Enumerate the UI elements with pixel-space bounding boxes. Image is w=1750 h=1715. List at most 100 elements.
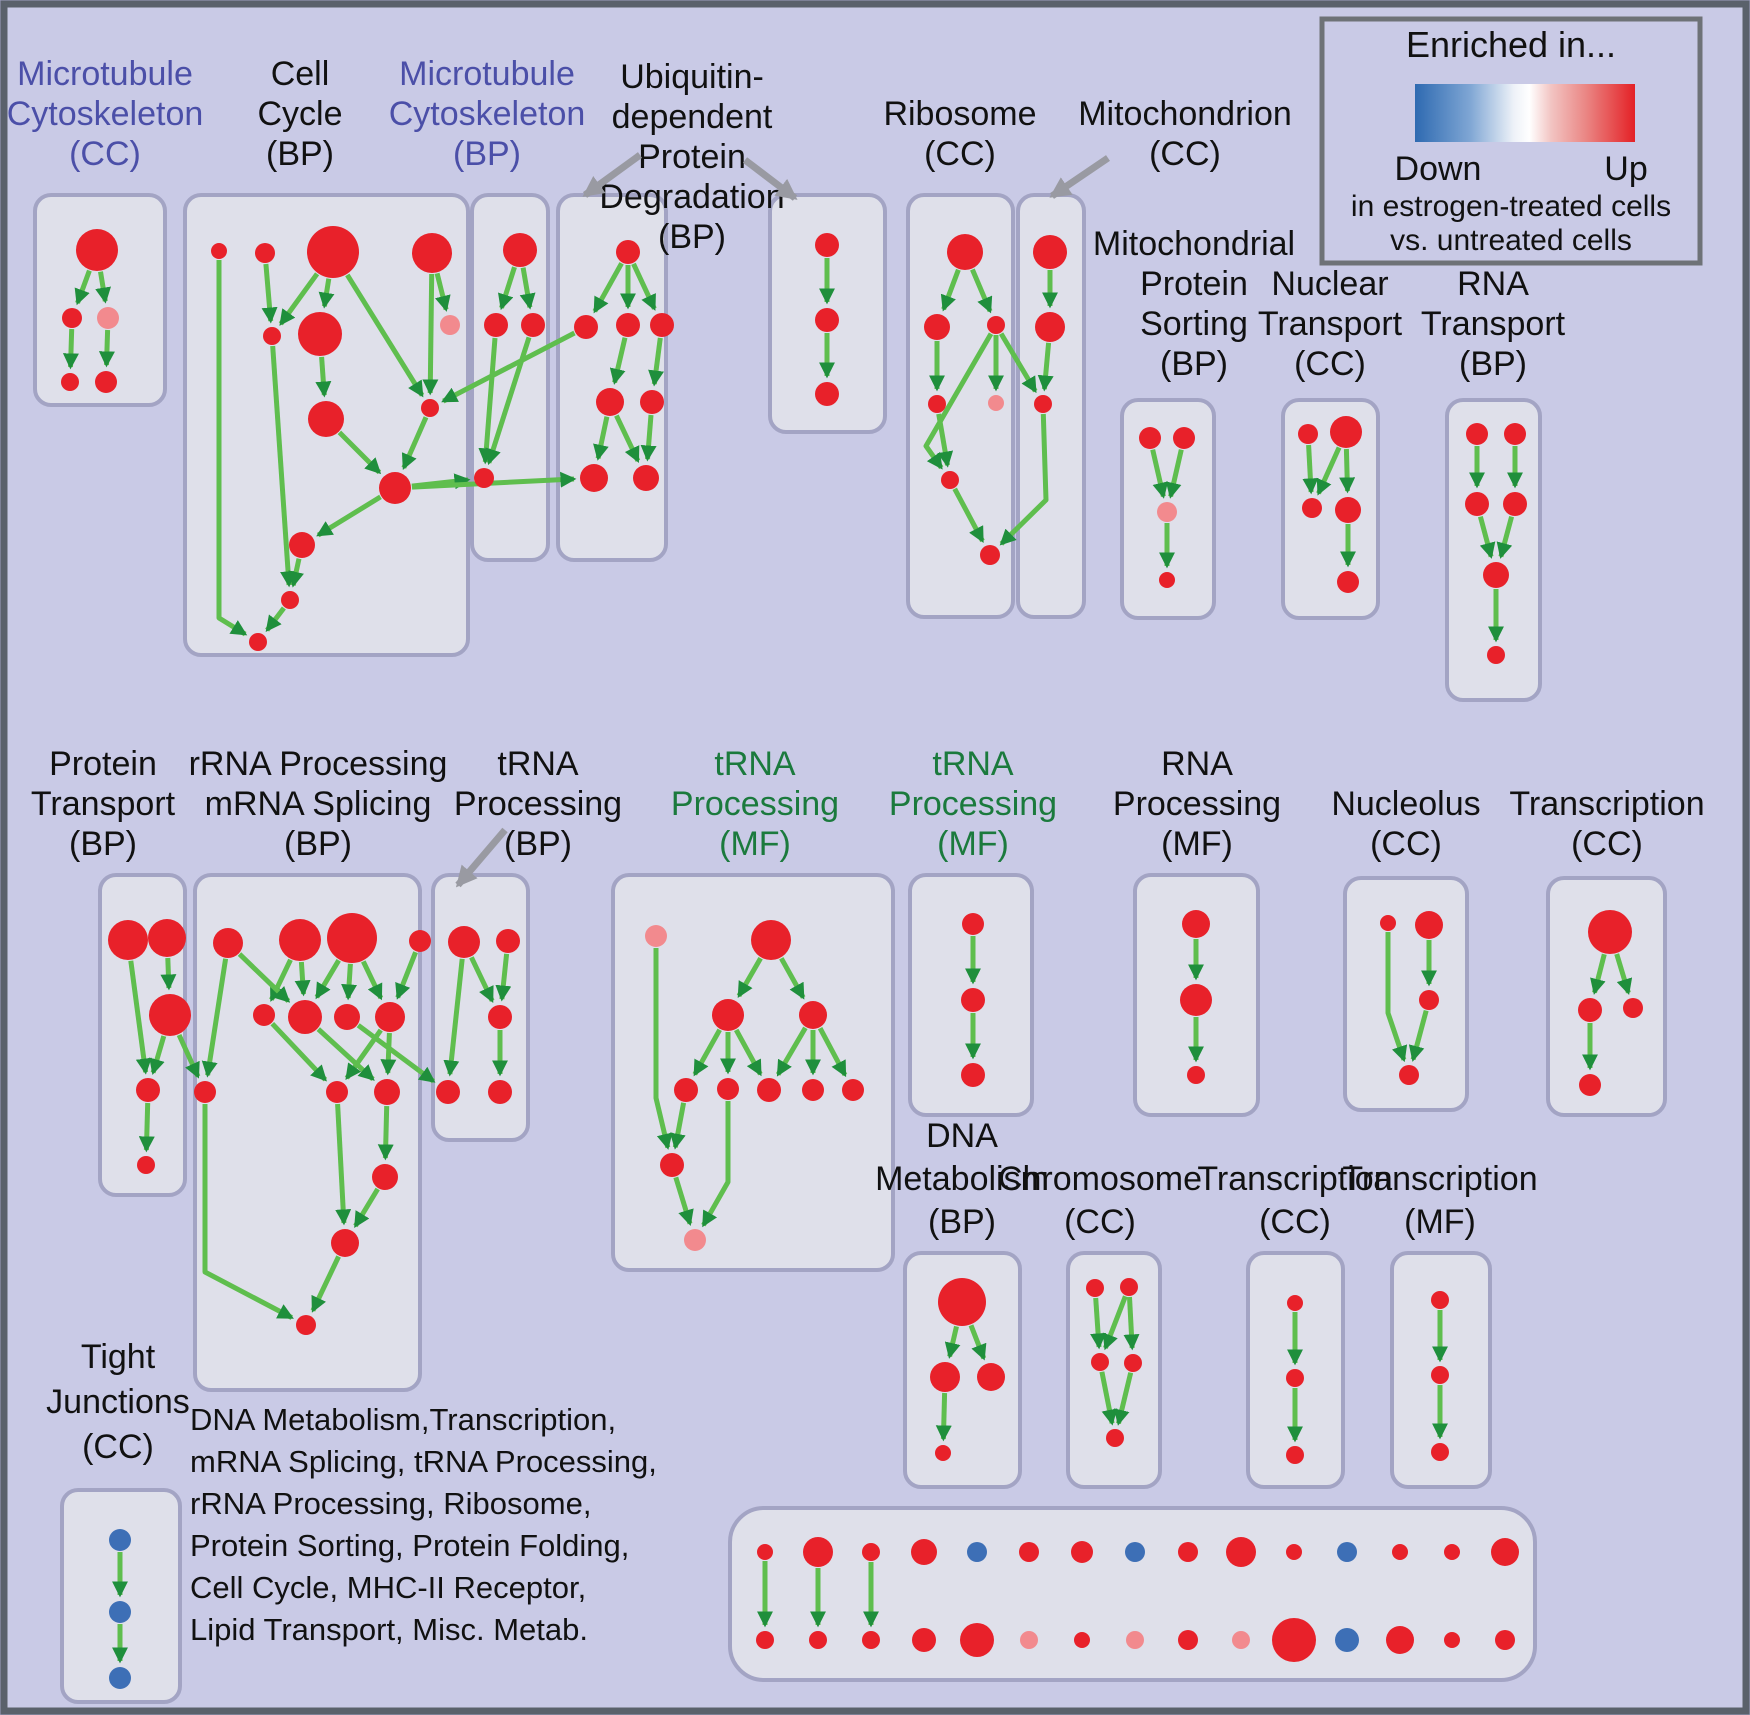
trna-processing-mf-1-node-low <box>660 1153 684 1177</box>
ubiquitin-degradation-bp-2-node-c1 <box>815 233 839 257</box>
rna-processing-mf-node-a <box>1182 910 1210 938</box>
edge-arrow <box>692 1028 722 1077</box>
transcription-cc-1-node-bot <box>1579 1074 1601 1096</box>
edge-arrow <box>640 414 657 462</box>
trna-processing-mf-1-node-c1 <box>674 1078 698 1102</box>
nuclear-transport-cc-node-bot <box>1337 571 1359 593</box>
trna-processing-mf-2-node-a <box>962 913 984 935</box>
edge-arrow <box>401 416 429 470</box>
mixed-cluster-node-b5 <box>1020 1631 1038 1649</box>
ubiquitin-degradation-bp-2-node-c3 <box>815 382 839 406</box>
label-text: Ubiquitin- <box>620 58 764 96</box>
transcription-cc-1-node-rt <box>1623 998 1643 1018</box>
label-text: (MF) <box>1161 825 1233 863</box>
label-text: (CC) <box>69 135 141 173</box>
rrna-processing-mrna-splicing-bp-node-n4 <box>409 930 431 952</box>
edge-arrow <box>1099 1371 1118 1426</box>
trna-processing-mf-1-node-c5 <box>842 1079 864 1101</box>
transcription-mf-node-c <box>1431 1443 1449 1461</box>
label-text: mRNA Splicing, tRNA Processing, <box>190 1444 657 1479</box>
ribosome-cc-node-pk <box>988 395 1004 411</box>
transcription-mf-node-a <box>1431 1291 1449 1309</box>
label-text: (MF) <box>719 825 791 863</box>
pointer-arrow-icon <box>742 157 798 201</box>
rrna-processing-mrna-splicing-bp-node-s <box>296 1315 316 1335</box>
label-text: (CC) <box>924 135 996 173</box>
microtubule-cytoskeleton-cc-node-p <box>97 307 119 329</box>
edge-arrow <box>1090 1297 1107 1350</box>
edge-arrow <box>98 329 115 368</box>
label-text: Processing <box>454 785 622 823</box>
trna-processing-bp-node-tl <box>448 926 480 958</box>
rrna-processing-mrna-splicing-bp-node-m3 <box>334 1004 360 1030</box>
pointer-arrow-icon <box>582 152 643 198</box>
mixed-cluster-node-b12 <box>1386 1626 1414 1654</box>
edge-arrow <box>817 1027 848 1078</box>
label-text: Cytoskeleton <box>389 95 586 133</box>
label-text: (BP) <box>69 825 137 863</box>
edge-arrow <box>1614 953 1633 995</box>
label-text: (CC) <box>1571 825 1643 863</box>
edge-arrow <box>631 262 657 311</box>
edge-arrow <box>1590 953 1607 995</box>
mixed-cluster-node-b9 <box>1232 1631 1250 1649</box>
edge-arrow <box>62 328 79 370</box>
nucleolus-cc-node-sm <box>1380 915 1396 931</box>
label-text: Protein <box>49 745 157 783</box>
edge-arrow <box>270 1021 328 1082</box>
protein-transport-bp-node-d <box>137 1156 155 1174</box>
label-text: dependent <box>612 98 773 136</box>
edge-arrow <box>701 1101 731 1228</box>
chromosome-cc-node-bot <box>1106 1429 1124 1447</box>
trna-processing-mf-1-node-c4 <box>802 1079 824 1101</box>
edge-arrow <box>341 963 358 1001</box>
edge-arrow <box>736 956 763 998</box>
label-text: Cell <box>271 55 330 93</box>
edge-arrow <box>361 960 384 1001</box>
label-text: in estrogen-treated cells <box>1351 190 1671 223</box>
mixed-cluster-node-t5 <box>1019 1542 1039 1562</box>
label-text: Cycle <box>257 95 342 133</box>
ubiquitin-degradation-bp-1-node-r2a <box>574 315 598 339</box>
protein-transport-bp-node-c <box>136 1078 160 1102</box>
edge-arrow <box>261 263 278 324</box>
rna-processing-mf-node-c <box>1187 1066 1205 1084</box>
rna-processing-mf-node-b <box>1180 984 1212 1016</box>
edge-arrow <box>669 1102 687 1150</box>
edge-arrow <box>149 1035 167 1076</box>
edge-arrow <box>519 267 536 310</box>
label-text: Microtubule <box>17 55 193 93</box>
trna-processing-mf-1-node-mr <box>799 1001 827 1029</box>
trna-processing-mf-1-node-top <box>751 920 791 960</box>
microtubule-cytoskeleton-cc-node-t <box>76 229 118 271</box>
label-text: (CC) <box>1064 1203 1136 1241</box>
nucleolus-cc-node-lg <box>1415 911 1443 939</box>
transcription-mf-node-b <box>1431 1366 1449 1384</box>
label-text: Processing <box>889 785 1057 823</box>
mixed-cluster-node-t14 <box>1491 1538 1519 1566</box>
ubiquitin-degradation-bp-1-node-r3b <box>640 390 664 414</box>
pointer-arrow-icon <box>455 827 508 888</box>
rna-transport-bp-node-d <box>1503 492 1527 516</box>
rrna-processing-mrna-splicing-bp-node-q <box>372 1164 398 1190</box>
edge-arrow <box>237 952 291 1003</box>
edge-arrow <box>1150 449 1169 499</box>
ribosome-cc-node-bot <box>980 545 1000 565</box>
label-text: Transport <box>1421 305 1566 343</box>
mixed-cluster-node-t4 <box>967 1542 987 1562</box>
mixed-cluster-node-b2 <box>862 1631 880 1649</box>
ubiquitin-degradation-bp-1-box <box>556 193 668 562</box>
mixed-cluster-node-b4 <box>960 1623 994 1657</box>
label-text: Protein Sorting, Protein Folding, <box>190 1528 629 1563</box>
rrna-processing-mrna-splicing-bp-node-m4 <box>375 1002 405 1032</box>
label-text: Protein <box>638 138 746 176</box>
edge-arrow <box>345 273 425 398</box>
label-text: tRNA <box>714 745 796 783</box>
label-text: mRNA Splicing <box>205 785 432 823</box>
ubiquitin-degradation-bp-1-node-r2c <box>650 313 674 337</box>
label-text: Mitochondrial <box>1093 225 1295 263</box>
edge-arrow <box>265 606 286 633</box>
label-text: RNA <box>1457 265 1529 303</box>
